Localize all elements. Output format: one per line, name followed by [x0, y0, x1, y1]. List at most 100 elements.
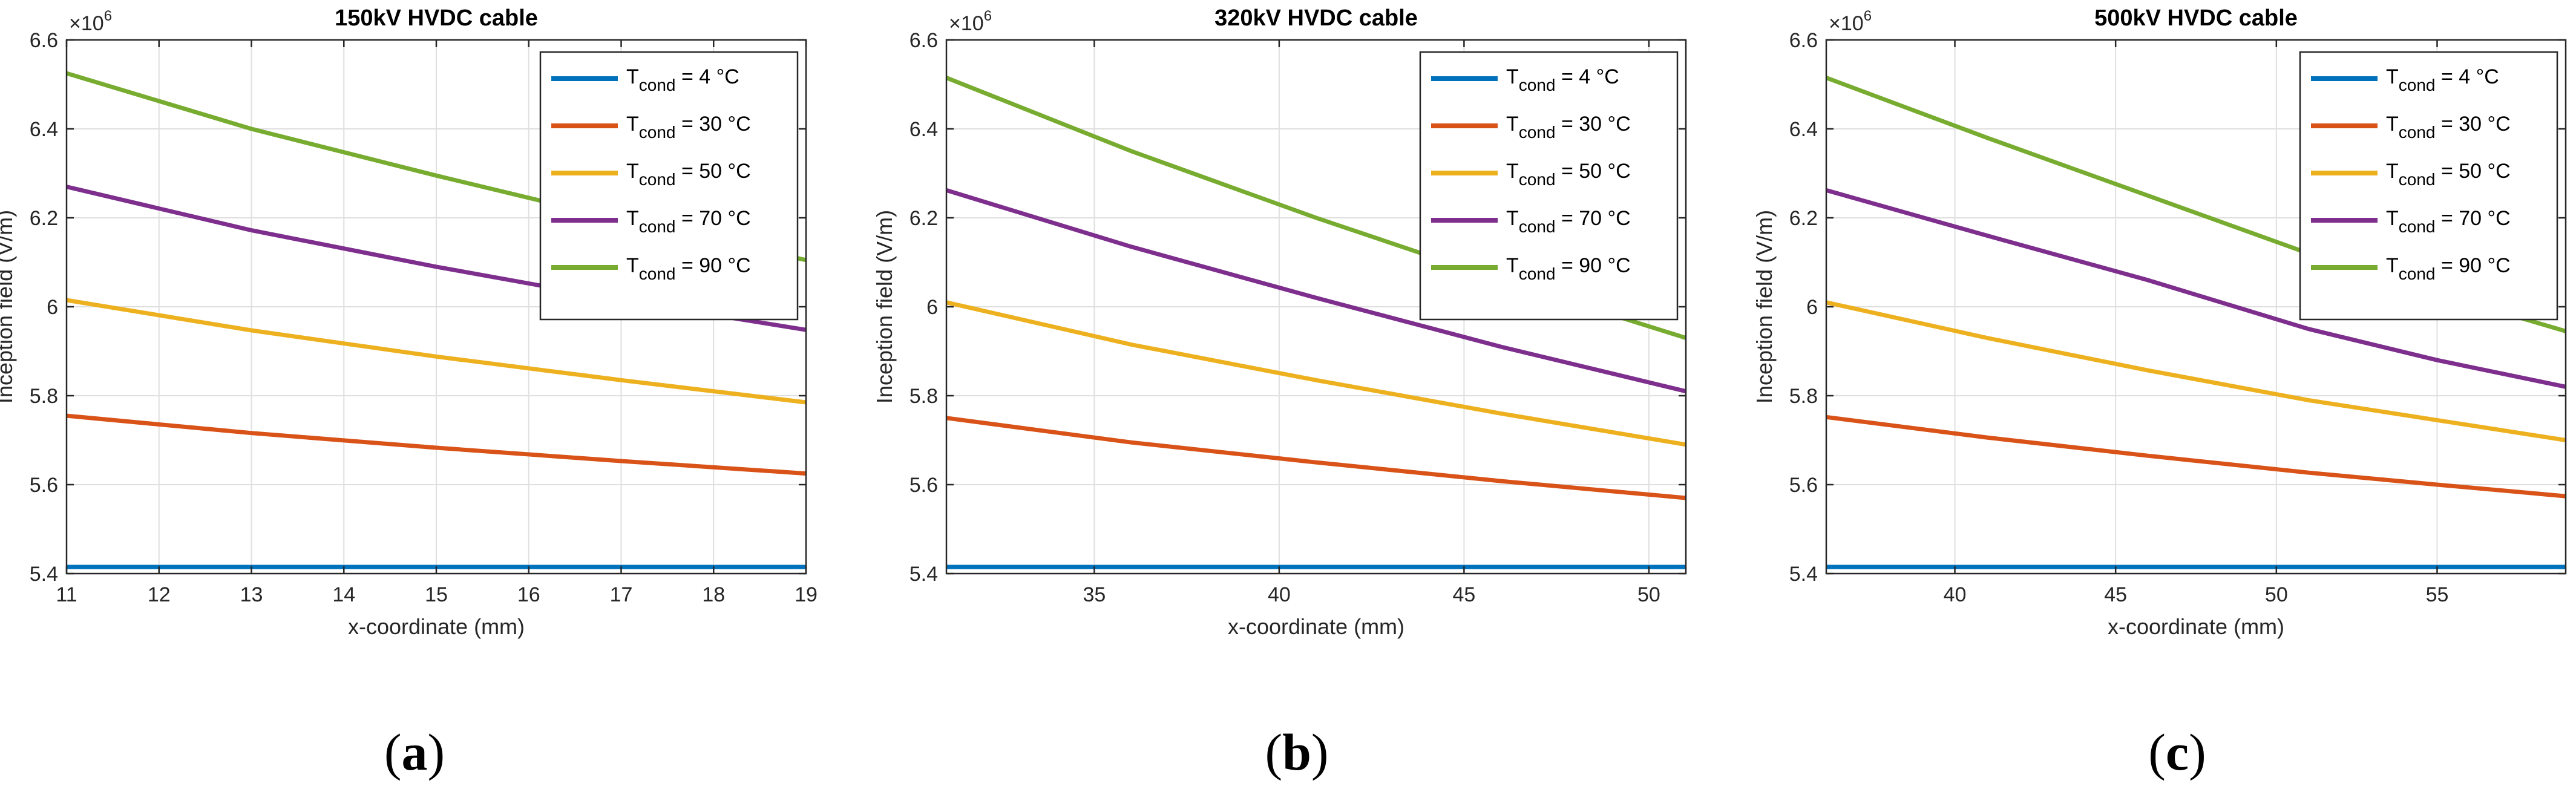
- legend-label: Tcond = 50 °C: [1506, 160, 1631, 189]
- series-line: [1826, 300, 2566, 442]
- y-tick-label: 6.4: [30, 118, 58, 141]
- series-line: [66, 413, 807, 476]
- y-tick-label: 5.8: [909, 385, 938, 408]
- y-tick-label: 6.2: [909, 207, 938, 230]
- legend-label: Tcond = 4 °C: [1506, 65, 1619, 94]
- y-exponent-power: 6: [1864, 8, 1872, 24]
- legend-item: Tcond = 4 °C: [1431, 65, 1619, 94]
- legend-label: Tcond = 4 °C: [2386, 65, 2499, 94]
- caption-b: (b): [1265, 723, 1328, 781]
- legend-label-sub: cond: [1519, 76, 1556, 94]
- legend-label-value: = 50 °C: [676, 160, 751, 183]
- legend-label: Tcond = 90 °C: [2386, 254, 2511, 283]
- legend-label-sub: cond: [639, 170, 676, 189]
- y-exponent-power: 6: [984, 8, 992, 24]
- y-tick-label: 5.6: [909, 474, 938, 497]
- chart-title: 150kV HVDC cable: [335, 5, 538, 31]
- legend-label: Tcond = 70 °C: [626, 207, 751, 236]
- legend-label: Tcond = 50 °C: [2386, 160, 2511, 189]
- legend-label: Tcond = 30 °C: [2386, 113, 2511, 142]
- y-tick-label: 6.2: [30, 207, 58, 230]
- legend-box: [1419, 51, 1679, 321]
- legend-item: Tcond = 90 °C: [2311, 254, 2511, 283]
- chart-500kv: 40 45 50 55 5.4 5.6 5.8 6 6.2 6.4 6.6 500kV HVDC ca…: [1752, 5, 2567, 639]
- legend-label: Tcond = 90 °C: [626, 254, 751, 283]
- chart-150kv: 11 12 13 14 15 16 17 18 19 5.4 5.6 5.8 6 6.2 6.4 6.6 150…: [0, 5, 818, 639]
- legend-label: Tcond = 4 °C: [626, 65, 739, 94]
- legend-label: Tcond = 70 °C: [1506, 207, 1631, 236]
- x-tick-label: 17: [610, 583, 633, 606]
- y-exponent-label: ×106: [949, 8, 992, 35]
- y-tick-label: 5.8: [1789, 385, 1818, 408]
- caption-letter-a: a: [402, 723, 428, 781]
- legend-label-base: T: [1506, 254, 1519, 277]
- x-axis-label: x-coordinate (mm): [348, 614, 525, 639]
- legend-label-sub: cond: [2399, 123, 2436, 142]
- x-tick-label: 16: [517, 583, 540, 606]
- legend-box: [539, 51, 799, 321]
- x-tick-label: 19: [795, 583, 818, 606]
- legend-label-sub: cond: [1519, 217, 1556, 236]
- legend-label: Tcond = 70 °C: [2386, 207, 2511, 236]
- caption-letter-b: b: [1282, 723, 1311, 781]
- y-tick-label: 6.6: [30, 29, 58, 52]
- legend-label-base: T: [626, 113, 639, 136]
- chart-320kv: 35 40 45 50 5.4 5.6 5.8 6 6.2 6.4 6.6 320kV HVDC ca…: [872, 5, 1687, 639]
- legend-label-base: T: [2386, 207, 2399, 230]
- legend-label-sub: cond: [639, 123, 676, 142]
- y-tick-label: 5.8: [30, 385, 58, 408]
- legend-label-base: T: [626, 65, 639, 88]
- legend-item: Tcond = 30 °C: [1431, 113, 1631, 142]
- x-tick-label: 50: [2265, 583, 2288, 606]
- y-tick-label: 5.4: [30, 563, 58, 586]
- y-tick-label: 5.4: [1789, 563, 1818, 586]
- legend-label: Tcond = 30 °C: [1506, 113, 1631, 142]
- y-exponent-base: ×10: [69, 12, 104, 35]
- series-line: [1826, 188, 2566, 389]
- legend-label-sub: cond: [639, 76, 676, 94]
- caption-a: (a): [384, 723, 445, 781]
- legend-item: Tcond = 50 °C: [2311, 160, 2511, 189]
- x-tick-label: 55: [2426, 583, 2449, 606]
- y-axis-label: Inception field (V/m): [1752, 210, 1777, 404]
- legend-label-value: = 4 °C: [2436, 65, 2499, 88]
- legend-label-value: = 30 °C: [1556, 113, 1631, 136]
- legend-item: Tcond = 70 °C: [2311, 207, 2511, 236]
- legend-label-sub: cond: [639, 217, 676, 236]
- series-line: [946, 416, 1686, 500]
- y-tick-label: 5.6: [1789, 474, 1818, 497]
- y-tick-label: 6: [926, 296, 938, 319]
- y-tick-label: 6.2: [1789, 207, 1818, 230]
- y-tick-label: 6.4: [1789, 118, 1818, 141]
- legend-label-value: = 70 °C: [2436, 207, 2511, 230]
- legend-label-sub: cond: [1519, 170, 1556, 189]
- legend-item: Tcond = 4 °C: [551, 65, 739, 94]
- legend-label-sub: cond: [2399, 217, 2436, 236]
- legend-item: Tcond = 30 °C: [2311, 113, 2511, 142]
- legend-label: Tcond = 50 °C: [626, 160, 751, 189]
- y-tick-label: 6.4: [909, 118, 938, 141]
- legend: Tcond = 4 °C Tcond = 30 °C Tcond = 50 °C Tc…: [2299, 51, 2558, 321]
- legend-label-value: = 90 °C: [1556, 254, 1631, 277]
- x-axis-label: x-coordinate (mm): [2108, 614, 2284, 639]
- legend-item: Tcond = 30 °C: [551, 113, 751, 142]
- legend-label-base: T: [1506, 160, 1519, 183]
- y-tick-label: 5.6: [30, 474, 58, 497]
- legend-item: Tcond = 70 °C: [1431, 207, 1631, 236]
- legend-label: Tcond = 30 °C: [626, 113, 751, 142]
- x-tick-label: 35: [1083, 583, 1106, 606]
- y-exponent-label: ×106: [1829, 8, 1872, 35]
- legend-label-value: = 70 °C: [1556, 207, 1631, 230]
- legend-item: Tcond = 70 °C: [551, 207, 751, 236]
- legend-label-sub: cond: [2399, 170, 2436, 189]
- legend-item: Tcond = 50 °C: [1431, 160, 1631, 189]
- caption-letter-c: c: [2166, 723, 2189, 781]
- legend-label-value: = 50 °C: [1556, 160, 1631, 183]
- legend-label-value: = 4 °C: [676, 65, 739, 88]
- legend-label-sub: cond: [1519, 123, 1556, 142]
- series-line: [945, 188, 1686, 394]
- legend-item: Tcond = 90 °C: [1431, 254, 1631, 283]
